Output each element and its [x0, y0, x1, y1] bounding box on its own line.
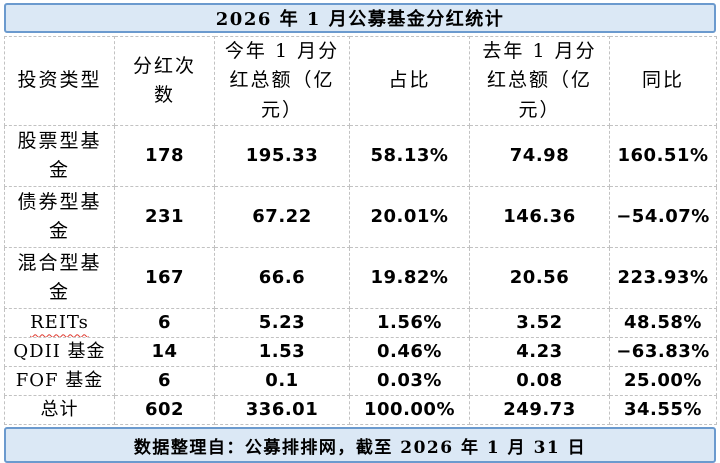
table-cell: 20.01%	[349, 186, 470, 249]
table-cell: −63.83%	[609, 337, 717, 368]
column-header-label: 今年 1 月分红总额（亿元）	[224, 40, 340, 121]
table-cell: 336.01	[214, 395, 350, 426]
row-label: 债券型基金	[4, 186, 115, 249]
table-cell: 223.93%	[609, 247, 717, 310]
row-label-text: 混合型基金	[17, 251, 102, 304]
row-label-text-spellcheck-underline: REITs	[30, 312, 89, 334]
table-cell: 34.55%	[609, 395, 717, 426]
table-cell: 58.13%	[349, 125, 470, 188]
row-label: 混合型基金	[4, 247, 115, 310]
table-cell: 5.23	[214, 308, 350, 339]
table-cell: 167	[114, 247, 215, 310]
column-header-investment-type: 投资类型	[4, 35, 115, 127]
table-cell: 160.51%	[609, 125, 717, 188]
column-header-yoy: 同比	[609, 35, 717, 127]
dividend-stats-table: 投资类型 分红次数 今年 1 月分红总额（亿元） 占比 去年 1 月分红总额（亿…	[4, 35, 717, 426]
table-header-row: 投资类型 分红次数 今年 1 月分红总额（亿元） 占比 去年 1 月分红总额（亿…	[4, 35, 717, 127]
column-header-label: 同比	[641, 69, 684, 92]
row-label-text: 股票型基金	[17, 129, 102, 182]
column-header-label: 投资类型	[17, 69, 102, 92]
row-label-text: 债券型基金	[17, 190, 102, 243]
column-header-label: 占比	[388, 69, 431, 92]
table-cell: 6	[114, 308, 215, 339]
report-title-banner: 2026 年 1 月公募基金分红统计	[4, 3, 716, 33]
column-header-last-year-total: 去年 1 月分红总额（亿元）	[469, 35, 610, 127]
column-header-label: 去年 1 月分红总额（亿元）	[482, 40, 597, 121]
data-source-banner: 数据整理自：公募排排网，截至 2026 年 1 月 31 日	[4, 427, 716, 463]
table-cell: 146.36	[469, 186, 610, 249]
data-source-text: 数据整理自：公募排排网，截至 2026 年 1 月 31 日	[133, 437, 587, 458]
column-header-proportion: 占比	[349, 35, 470, 127]
table-cell: 6	[114, 366, 215, 397]
table-row-total: 总计 602 336.01 100.00% 249.73 34.55%	[4, 395, 717, 426]
table-cell: 100.00%	[349, 395, 470, 426]
row-label: 股票型基金	[4, 125, 115, 188]
table-cell: 0.46%	[349, 337, 470, 368]
table-cell: 602	[114, 395, 215, 426]
row-label-text: FOF 基金	[15, 370, 104, 392]
row-label-text: 总计	[40, 399, 79, 421]
table-row-hybrid-funds: 混合型基金 167 66.6 19.82% 20.56 223.93%	[4, 247, 717, 310]
table-cell: 19.82%	[349, 247, 470, 310]
table-cell: 0.08	[469, 366, 610, 397]
fund-dividend-report: 2026 年 1 月公募基金分红统计 投资类型 分红次数 今年 1 月分红总额（…	[4, 0, 717, 463]
column-header-dividend-count: 分红次数	[114, 35, 215, 127]
row-label: FOF 基金	[4, 366, 115, 397]
table-cell: 0.1	[214, 366, 350, 397]
table-cell: 25.00%	[609, 366, 717, 397]
table-cell: 1.56%	[349, 308, 470, 339]
table-cell: 231	[114, 186, 215, 249]
table-cell: 67.22	[214, 186, 350, 249]
table-cell: 20.56	[469, 247, 610, 310]
table-cell: 3.52	[469, 308, 610, 339]
table-cell: 195.33	[214, 125, 350, 188]
row-label: 总计	[4, 395, 115, 426]
column-header-this-year-total: 今年 1 月分红总额（亿元）	[214, 35, 350, 127]
table-row-fof-funds: FOF 基金 6 0.1 0.03% 0.08 25.00%	[4, 366, 717, 397]
table-cell: 66.6	[214, 247, 350, 310]
row-label-text: QDII 基金	[13, 341, 106, 363]
page-title: 2026 年 1 月公募基金分红统计	[215, 9, 505, 30]
table-cell: 48.58%	[609, 308, 717, 339]
table-cell: 178	[114, 125, 215, 188]
column-header-label: 分红次数	[132, 54, 196, 107]
table-row-bond-funds: 债券型基金 231 67.22 20.01% 146.36 −54.07%	[4, 186, 717, 249]
table-cell: 4.23	[469, 337, 610, 368]
table-cell: 14	[114, 337, 215, 368]
table-cell: 1.53	[214, 337, 350, 368]
table-row-qdii-funds: QDII 基金 14 1.53 0.46% 4.23 −63.83%	[4, 337, 717, 368]
table-row-equity-funds: 股票型基金 178 195.33 58.13% 74.98 160.51%	[4, 125, 717, 188]
table-cell: 0.03%	[349, 366, 470, 397]
table-row-reits: REITs 6 5.23 1.56% 3.52 48.58%	[4, 308, 717, 339]
row-label: QDII 基金	[4, 337, 115, 368]
table-cell: 249.73	[469, 395, 610, 426]
row-label: REITs	[4, 308, 115, 339]
table-cell: −54.07%	[609, 186, 717, 249]
table-cell: 74.98	[469, 125, 610, 188]
